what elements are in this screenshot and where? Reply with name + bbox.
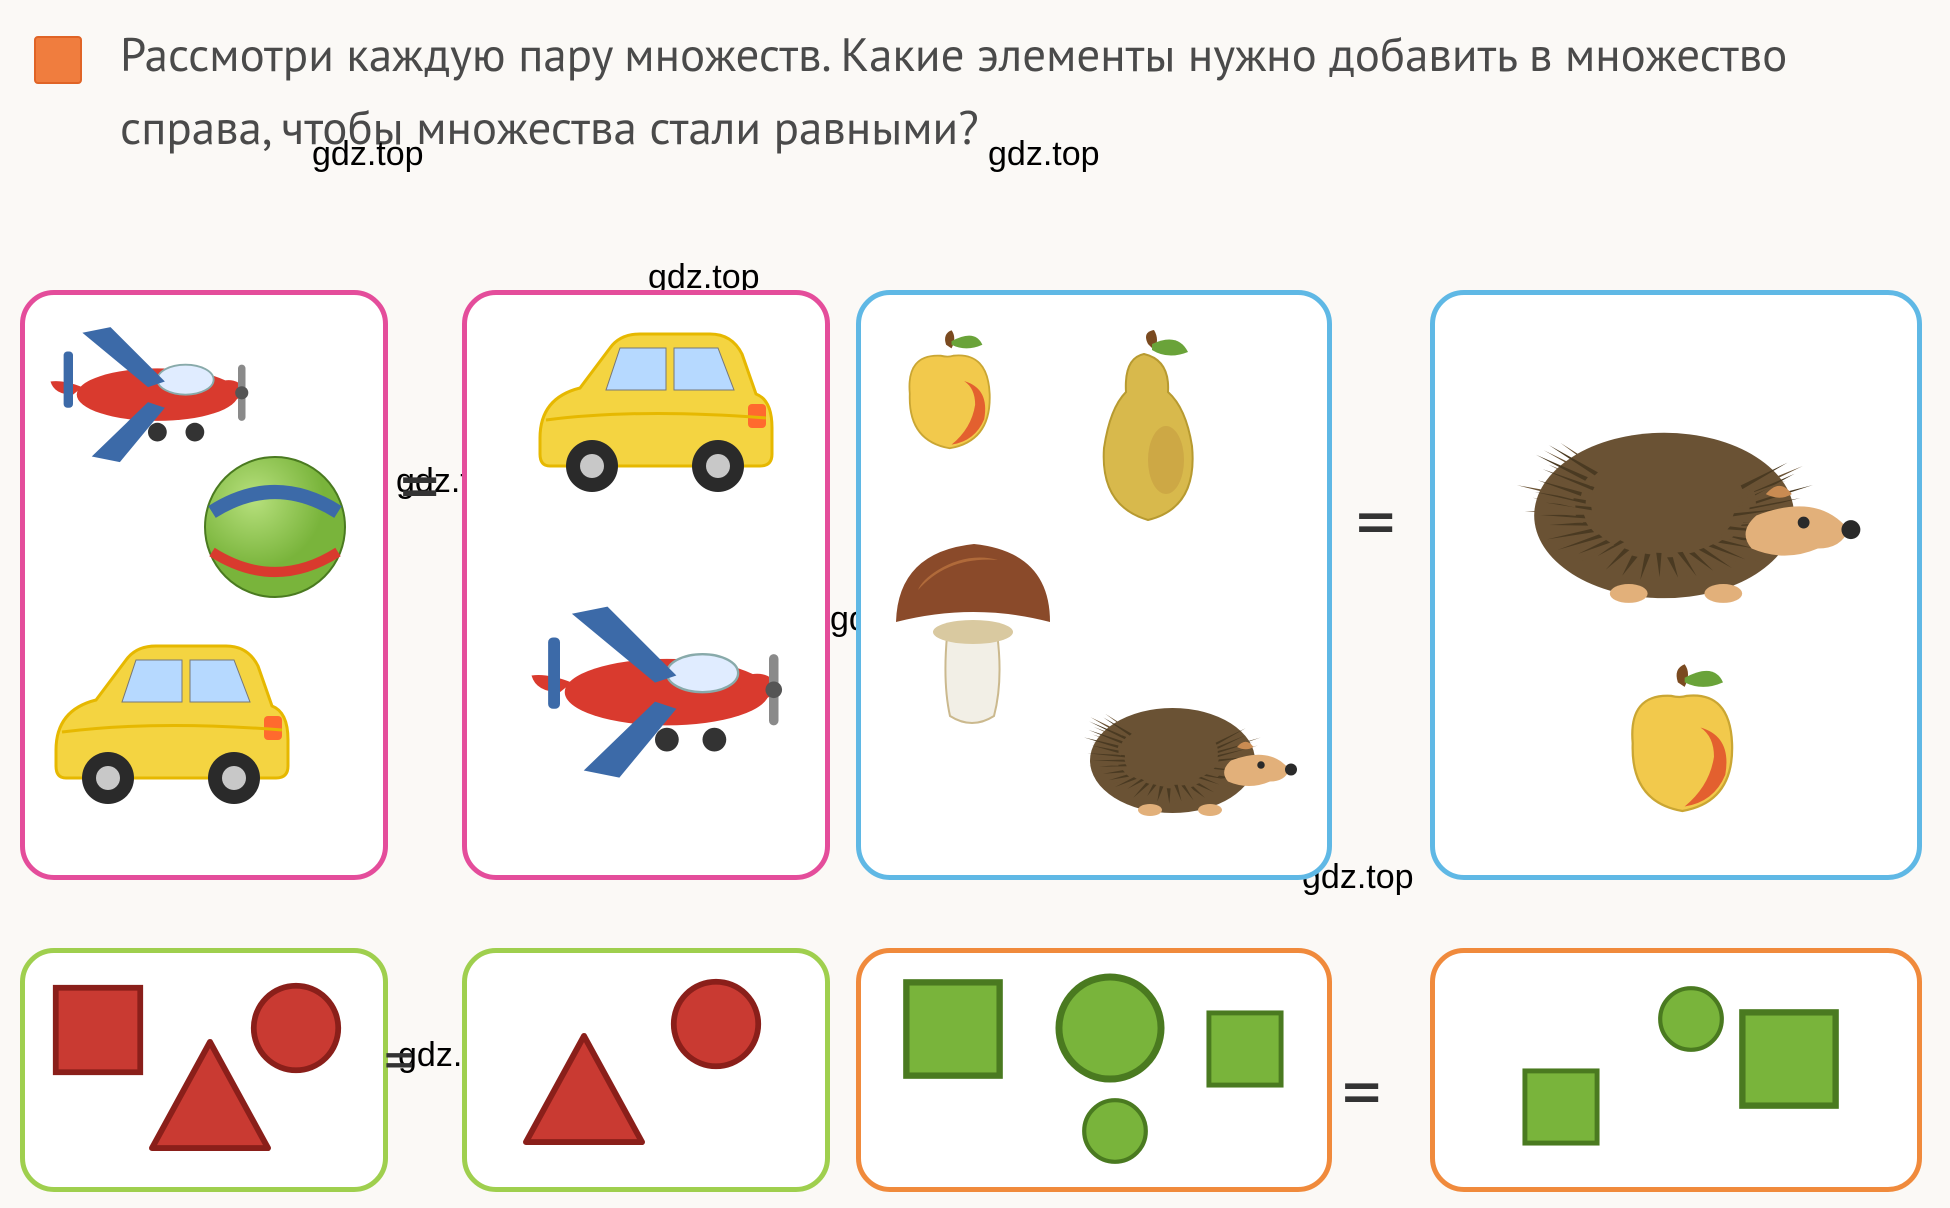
figure-hedgehog [1486, 350, 1866, 610]
figure-plane [520, 590, 790, 780]
figure-pear [1070, 330, 1220, 530]
equals-sign: = [1342, 1040, 1381, 1141]
figure-greenCircleSmall [1080, 1096, 1150, 1166]
figure-greenCircleBig [1052, 970, 1168, 1086]
figure-hedgehog [1060, 648, 1300, 828]
equals-sign: = [384, 1020, 414, 1098]
figure-redCircle [668, 976, 764, 1072]
figure-greenSquareBig [1736, 1006, 1842, 1112]
figure-plane [40, 314, 256, 464]
watermark: gdz.top [312, 135, 424, 174]
figure-greenSquareBig [900, 976, 1006, 1082]
list-bullet [34, 36, 82, 84]
figure-greenSquareSmall [1520, 1066, 1602, 1148]
equals-sign: = [400, 434, 439, 535]
figure-redTriangle [146, 1036, 274, 1154]
equals-sign: = [1356, 470, 1395, 571]
figure-car [36, 620, 296, 810]
figure-greenSquareSmall [1204, 1008, 1286, 1090]
figure-redTriangle [520, 1030, 648, 1148]
figure-greenCircleSmall [1656, 984, 1726, 1054]
watermark: gdz.top [988, 135, 1100, 174]
figure-apple [888, 328, 1006, 456]
figure-redSquare [50, 982, 146, 1078]
figure-apple [1604, 662, 1754, 820]
figure-car [520, 308, 780, 498]
figure-ball [200, 452, 350, 602]
figure-mushroom [888, 530, 1058, 730]
